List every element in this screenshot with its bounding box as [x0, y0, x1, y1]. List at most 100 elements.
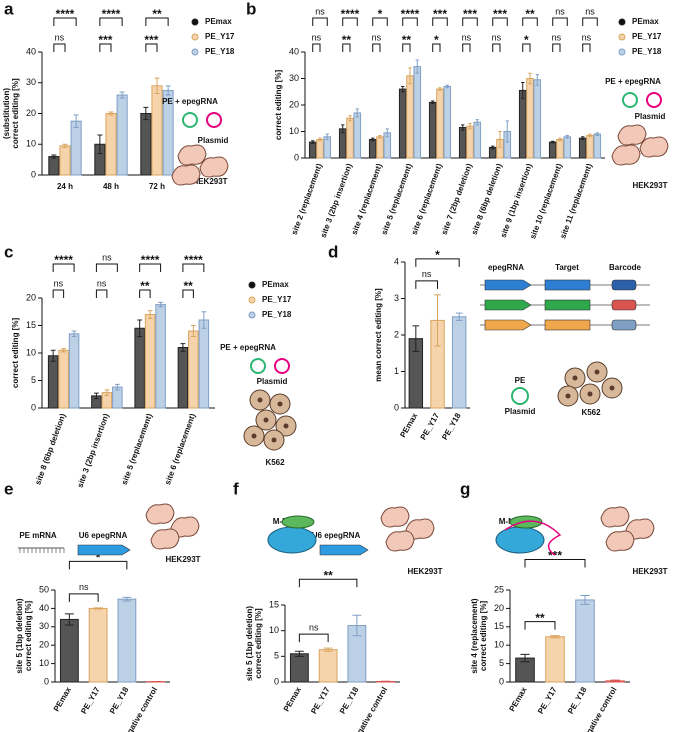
y-tick-label: 15: [26, 320, 36, 330]
bar: [575, 599, 595, 683]
error-bar: [535, 74, 539, 86]
bar: [376, 136, 384, 159]
significance-bracket: [99, 43, 112, 52]
x-tick-label: site 8 (6bp deletion): [470, 162, 504, 236]
panel: b correct editing [%] 0 10 20 30 40 site 2 (rep…: [246, 0, 669, 240]
bar: [177, 347, 189, 409]
x-tick-label: site 3 (2bp insertion): [319, 162, 354, 239]
significance-label: *: [378, 7, 383, 21]
annotation: K562: [265, 458, 285, 467]
significance-label: *: [435, 248, 440, 262]
error-bar: [412, 325, 420, 352]
y-tick-label: 10: [39, 658, 49, 668]
error-bar: [551, 140, 555, 144]
significance-label: ns: [309, 622, 319, 632]
y-tick-label: 2: [394, 329, 399, 339]
bar: [117, 598, 137, 683]
error-bar: [94, 392, 99, 400]
bar: [318, 649, 338, 683]
significance-label: ****: [141, 253, 160, 267]
significance-bracket: [402, 43, 411, 52]
panel: g correct editing [%]site 4 (replacement)…: [460, 479, 668, 732]
significance-bracket: [402, 17, 418, 26]
annotation: Plasmid: [635, 112, 666, 121]
significance-label: ***: [493, 7, 507, 21]
y-tick-label: 0: [294, 152, 299, 162]
x-tick-label: site 6 (replacement): [163, 412, 197, 486]
error-bar: [528, 72, 532, 85]
significance-bracket: [372, 43, 381, 52]
cell: [639, 136, 669, 158]
x-tick-label: site 10 (replacement): [528, 162, 564, 240]
x-tick-label: site 4 (replacement): [350, 162, 384, 236]
bar: [323, 136, 332, 159]
bar: [368, 138, 377, 159]
bar: [116, 94, 128, 176]
significance-label: ***: [98, 33, 112, 47]
annotation: U6 epegRNA: [79, 531, 128, 540]
significance-bracket: [552, 43, 561, 52]
significance-bracket: [462, 17, 478, 26]
panel: f correct editing [%]site 5 (1bp deletion…: [233, 479, 443, 732]
error-bar: [378, 134, 382, 139]
significance-bracket: [524, 559, 586, 568]
y-tick-label: 10: [26, 347, 36, 357]
plasmid: [511, 387, 529, 405]
significance-label: ****: [102, 7, 121, 21]
x-tick-label: PEmax: [282, 685, 303, 713]
bar: [353, 112, 362, 159]
bar: [68, 333, 80, 409]
annotation: Plasmid: [257, 377, 288, 386]
y-tick-label: 0: [31, 402, 36, 412]
significance-bracket: [492, 17, 508, 26]
annotation: HEK293T: [192, 177, 227, 186]
epegrna-arrow: [319, 544, 369, 556]
error-bar: [165, 85, 171, 96]
cell: [600, 506, 630, 528]
bar: [316, 138, 324, 159]
bar: [526, 78, 534, 159]
significance-label: **: [323, 568, 333, 582]
legend-label: PE_Y17: [262, 295, 292, 304]
rt: [281, 515, 315, 529]
bar: [545, 636, 565, 683]
error-bar: [498, 131, 502, 148]
nucleus: [277, 401, 283, 407]
cell: [177, 144, 207, 166]
x-tick-label: 24 h: [57, 182, 73, 191]
bar: [593, 133, 602, 159]
x-tick-label: site 7 (2bp deletion): [440, 162, 474, 236]
bar: [151, 85, 163, 176]
epegrna: [504, 520, 562, 556]
cell: [380, 506, 410, 528]
x-tick-label: PEmax: [52, 685, 73, 713]
error-bar: [294, 650, 304, 657]
nucleus: [271, 437, 277, 443]
error-bar: [381, 680, 391, 683]
x-tick-label: 72 h: [149, 182, 165, 191]
x-tick-label: PE_Y17: [419, 411, 442, 441]
x-tick-label: 48 h: [103, 182, 119, 191]
significance-bracket: [462, 43, 471, 52]
significance-label: ns: [582, 32, 592, 42]
error-bar: [137, 319, 143, 337]
significance-label: ns: [54, 278, 64, 288]
y-axis-label: mean correct editing [%]: [374, 288, 383, 382]
error-bar: [461, 124, 465, 131]
error-bar: [505, 120, 509, 143]
significance-bracket: [68, 593, 99, 602]
x-tick-label: PE_Y18: [566, 685, 589, 715]
bar: [70, 120, 82, 176]
y-tick-label: 30: [26, 77, 36, 87]
significance-bracket: [312, 17, 328, 26]
x-tick-label: site 9 (1bp insertion): [499, 162, 534, 239]
error-bar: [318, 137, 322, 142]
significance-bracket: [552, 17, 568, 26]
y-tick-label: 30: [289, 73, 299, 83]
significance-label: ns: [555, 6, 565, 16]
significance-label: ***: [433, 7, 447, 21]
significance-label: ****: [401, 7, 420, 21]
epegrna-arrow: [484, 299, 532, 311]
panel: e correct editing [%]site 5 (1bp deletion…: [4, 479, 201, 732]
error-bar: [401, 85, 405, 93]
